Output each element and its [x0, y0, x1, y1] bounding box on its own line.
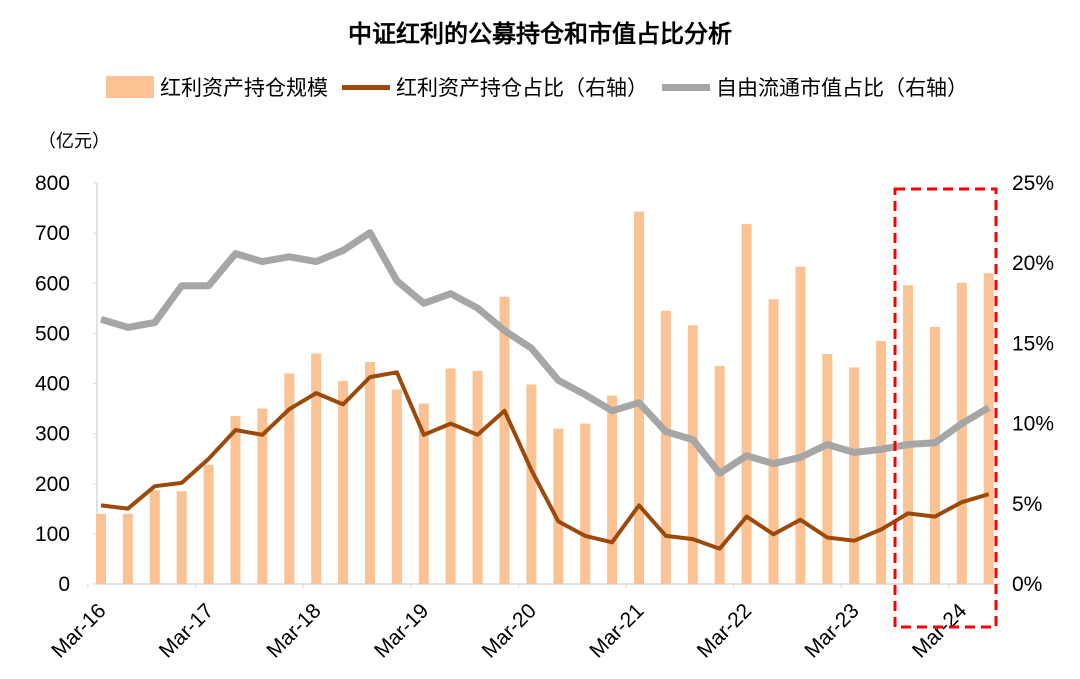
bar: [472, 370, 483, 584]
bar: [768, 299, 779, 584]
bar: [553, 428, 564, 584]
bar: [822, 353, 833, 584]
y-tick-label: 100: [35, 523, 70, 546]
y2-tick-label: 10%: [1012, 413, 1054, 436]
bar: [607, 395, 618, 584]
bar: [338, 380, 349, 584]
bar: [203, 464, 214, 584]
bar: [983, 273, 994, 584]
bar: [741, 224, 752, 585]
y-tick-label: 300: [35, 423, 70, 446]
bar: [499, 296, 510, 584]
y2-tick-label: 25%: [1012, 172, 1054, 195]
bar: [795, 266, 806, 584]
legend-item-float-ratio: 自由流通市值占比（右轴）: [662, 72, 968, 102]
bar: [687, 325, 698, 584]
bar: [257, 408, 268, 584]
chart-title: 中证红利的公募持仓和市值占比分析: [348, 20, 732, 48]
bar: [660, 310, 671, 584]
bar: [445, 368, 456, 584]
bar: [580, 423, 591, 584]
y-tick-label: 600: [35, 272, 70, 295]
y-tick-label: 500: [35, 322, 70, 345]
float-ratio-line: [99, 229, 991, 477]
x-tick-label: Mar-21: [585, 599, 648, 662]
y-axis-unit: （亿元）: [38, 131, 110, 152]
bar: [365, 361, 375, 584]
y2-tick-label: 15%: [1012, 332, 1054, 355]
bar: [284, 373, 295, 584]
bar: [391, 389, 402, 584]
x-tick-label: Mar-18: [262, 599, 325, 662]
bar: [526, 384, 537, 584]
bar: [876, 340, 887, 584]
legend-label: 红利资产持仓占比（右轴）: [396, 76, 648, 100]
legend-label: 自由流通市值占比（右轴）: [716, 76, 968, 100]
y-tick-label: 700: [35, 222, 70, 245]
legend-swatch-line: [662, 83, 710, 91]
y-tick-label: 800: [35, 172, 70, 195]
bar: [122, 513, 133, 584]
y2-tick-label: 20%: [1012, 252, 1054, 275]
bar: [634, 211, 644, 585]
x-tick-label: Mar-16: [47, 599, 110, 662]
legend-item-bar: 红利资产持仓规模: [106, 72, 328, 102]
bar: [849, 367, 860, 584]
x-tick-label: Mar-20: [478, 599, 541, 662]
legend-swatch-line: [342, 84, 390, 90]
y-tick-label: 200: [35, 473, 70, 496]
holding-ratio-line: [100, 370, 990, 551]
x-tick-label: Mar-19: [370, 599, 433, 662]
bar: [903, 285, 913, 584]
legend-label: 红利资产持仓规模: [160, 76, 328, 100]
highlight-box: [893, 187, 998, 629]
bar: [176, 491, 187, 584]
x-tick-label: Mar-24: [908, 599, 972, 663]
bar: [929, 326, 940, 584]
legend-item-holding-ratio: 红利资产持仓占比（右轴）: [342, 72, 648, 102]
y-tick-label: 400: [35, 373, 70, 396]
bar: [96, 513, 106, 584]
bar: [311, 353, 322, 584]
bar: [230, 416, 241, 584]
bar: [418, 403, 429, 584]
y2-tick-label: 5%: [1012, 493, 1042, 516]
bar: [956, 282, 967, 584]
x-tick-label: Mar-22: [693, 599, 756, 662]
y-tick-label: 0: [58, 573, 70, 596]
legend-swatch-bar: [106, 76, 154, 98]
bar: [149, 490, 160, 584]
x-tick-label: Mar-23: [800, 599, 863, 662]
legend: 红利资产持仓规模 红利资产持仓占比（右轴） 自由流通市值占比（右轴）: [0, 72, 1080, 102]
x-tick-label: Mar-17: [155, 599, 218, 662]
y2-tick-label: 0%: [1012, 573, 1042, 596]
